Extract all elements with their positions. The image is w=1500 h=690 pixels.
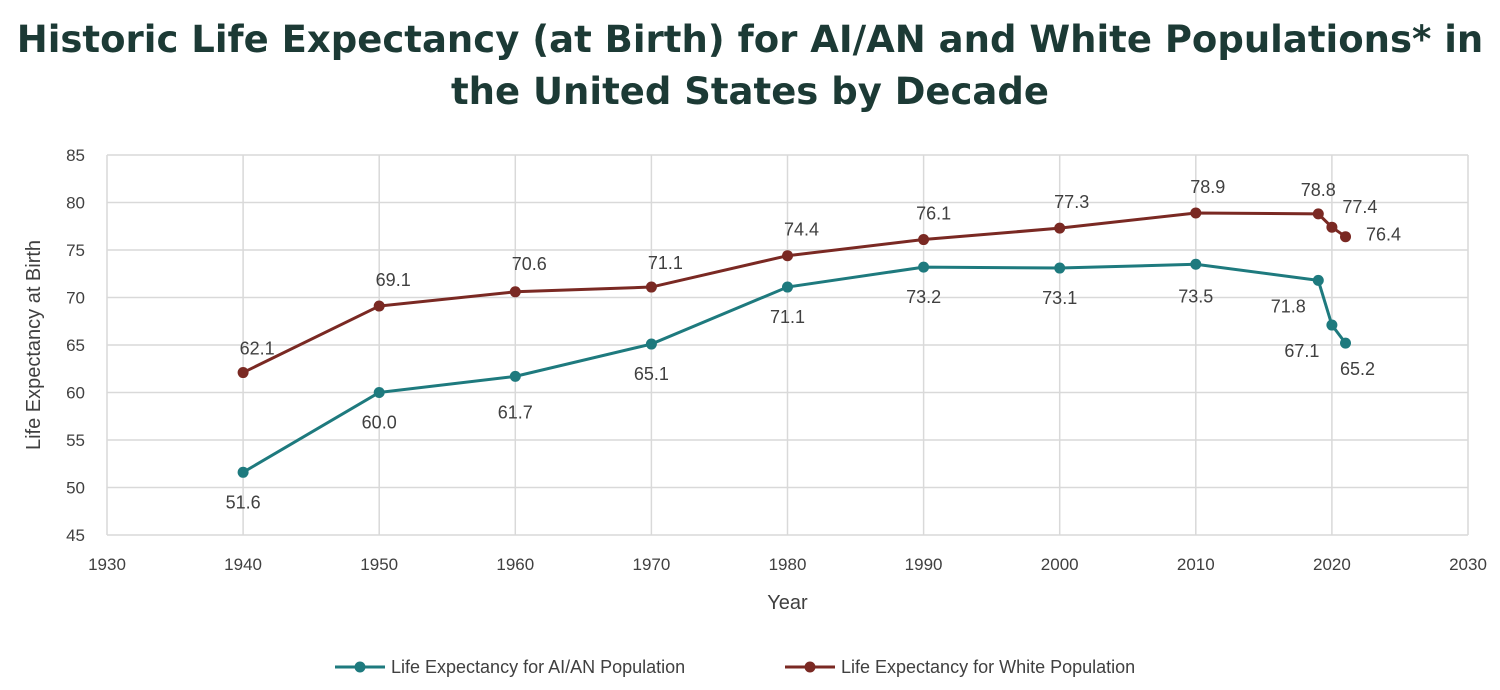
data-point xyxy=(1190,207,1202,219)
data-label: 76.1 xyxy=(916,204,951,224)
x-axis-title: Year xyxy=(767,592,808,614)
data-point xyxy=(918,234,930,246)
data-point xyxy=(1312,274,1324,286)
data-point xyxy=(509,370,521,382)
y-tick-label: 60 xyxy=(66,384,85,403)
x-tick-label: 1940 xyxy=(224,555,262,574)
data-label: 67.1 xyxy=(1284,341,1319,361)
data-label: 71.1 xyxy=(648,253,683,273)
data-point xyxy=(1326,221,1338,233)
x-tick-label: 1960 xyxy=(496,555,534,574)
data-label: 62.1 xyxy=(240,339,275,359)
x-tick-label: 2020 xyxy=(1313,555,1351,574)
y-tick-label: 50 xyxy=(66,479,85,498)
data-label: 70.6 xyxy=(512,254,547,274)
data-point xyxy=(1312,208,1324,220)
data-point xyxy=(373,300,385,312)
legend-label: Life Expectancy for AI/AN Population xyxy=(391,657,685,677)
data-label: 77.3 xyxy=(1054,192,1089,212)
y-tick-label: 80 xyxy=(66,194,85,213)
data-label: 51.6 xyxy=(226,492,261,512)
y-tick-label: 70 xyxy=(66,289,85,308)
data-point xyxy=(237,367,249,379)
data-point xyxy=(237,466,249,478)
x-tick-label: 2000 xyxy=(1041,555,1079,574)
data-label: 69.1 xyxy=(376,270,411,290)
x-tick-label: 2010 xyxy=(1177,555,1215,574)
y-tick-label: 85 xyxy=(66,146,85,165)
data-label: 78.8 xyxy=(1301,180,1336,200)
data-label: 60.0 xyxy=(362,413,397,433)
x-tick-label: 1990 xyxy=(905,555,943,574)
legend-marker xyxy=(804,661,816,673)
data-point xyxy=(918,261,930,273)
data-point xyxy=(645,281,657,293)
x-tick-label: 2030 xyxy=(1449,555,1487,574)
y-axis-title: Life Expectancy at Birth xyxy=(23,240,45,450)
data-point xyxy=(782,281,793,293)
data-label: 73.5 xyxy=(1178,286,1213,306)
data-point xyxy=(1190,258,1202,270)
data-point xyxy=(782,250,793,262)
data-point xyxy=(645,338,657,350)
data-label: 73.1 xyxy=(1042,288,1077,308)
data-label: 61.7 xyxy=(498,402,533,422)
data-label: 78.9 xyxy=(1190,177,1225,197)
data-point xyxy=(509,286,521,298)
data-point xyxy=(1340,231,1352,243)
y-tick-label: 55 xyxy=(66,431,85,450)
data-label: 74.4 xyxy=(784,220,819,240)
legend-marker xyxy=(354,661,366,673)
data-point xyxy=(1054,262,1066,274)
data-point xyxy=(1054,222,1066,234)
data-point xyxy=(1326,319,1338,331)
x-tick-label: 1970 xyxy=(632,555,670,574)
y-tick-label: 75 xyxy=(66,241,85,260)
data-label: 65.1 xyxy=(634,364,669,384)
y-tick-label: 45 xyxy=(66,526,85,545)
data-label: 73.2 xyxy=(906,287,941,307)
data-label: 77.4 xyxy=(1342,197,1377,217)
data-label: 71.8 xyxy=(1271,296,1306,316)
x-tick-label: 1950 xyxy=(360,555,398,574)
chart-title: Historic Life Expectancy (at Birth) for … xyxy=(16,18,1484,113)
data-label: 76.4 xyxy=(1366,225,1401,245)
x-tick-label: 1930 xyxy=(88,555,126,574)
data-point xyxy=(1340,337,1352,349)
data-label: 65.2 xyxy=(1340,359,1375,379)
x-tick-label: 1980 xyxy=(769,555,807,574)
legend-label: Life Expectancy for White Population xyxy=(841,657,1135,677)
data-label: 71.1 xyxy=(770,307,805,327)
y-tick-label: 65 xyxy=(66,336,85,355)
data-point xyxy=(373,387,385,398)
